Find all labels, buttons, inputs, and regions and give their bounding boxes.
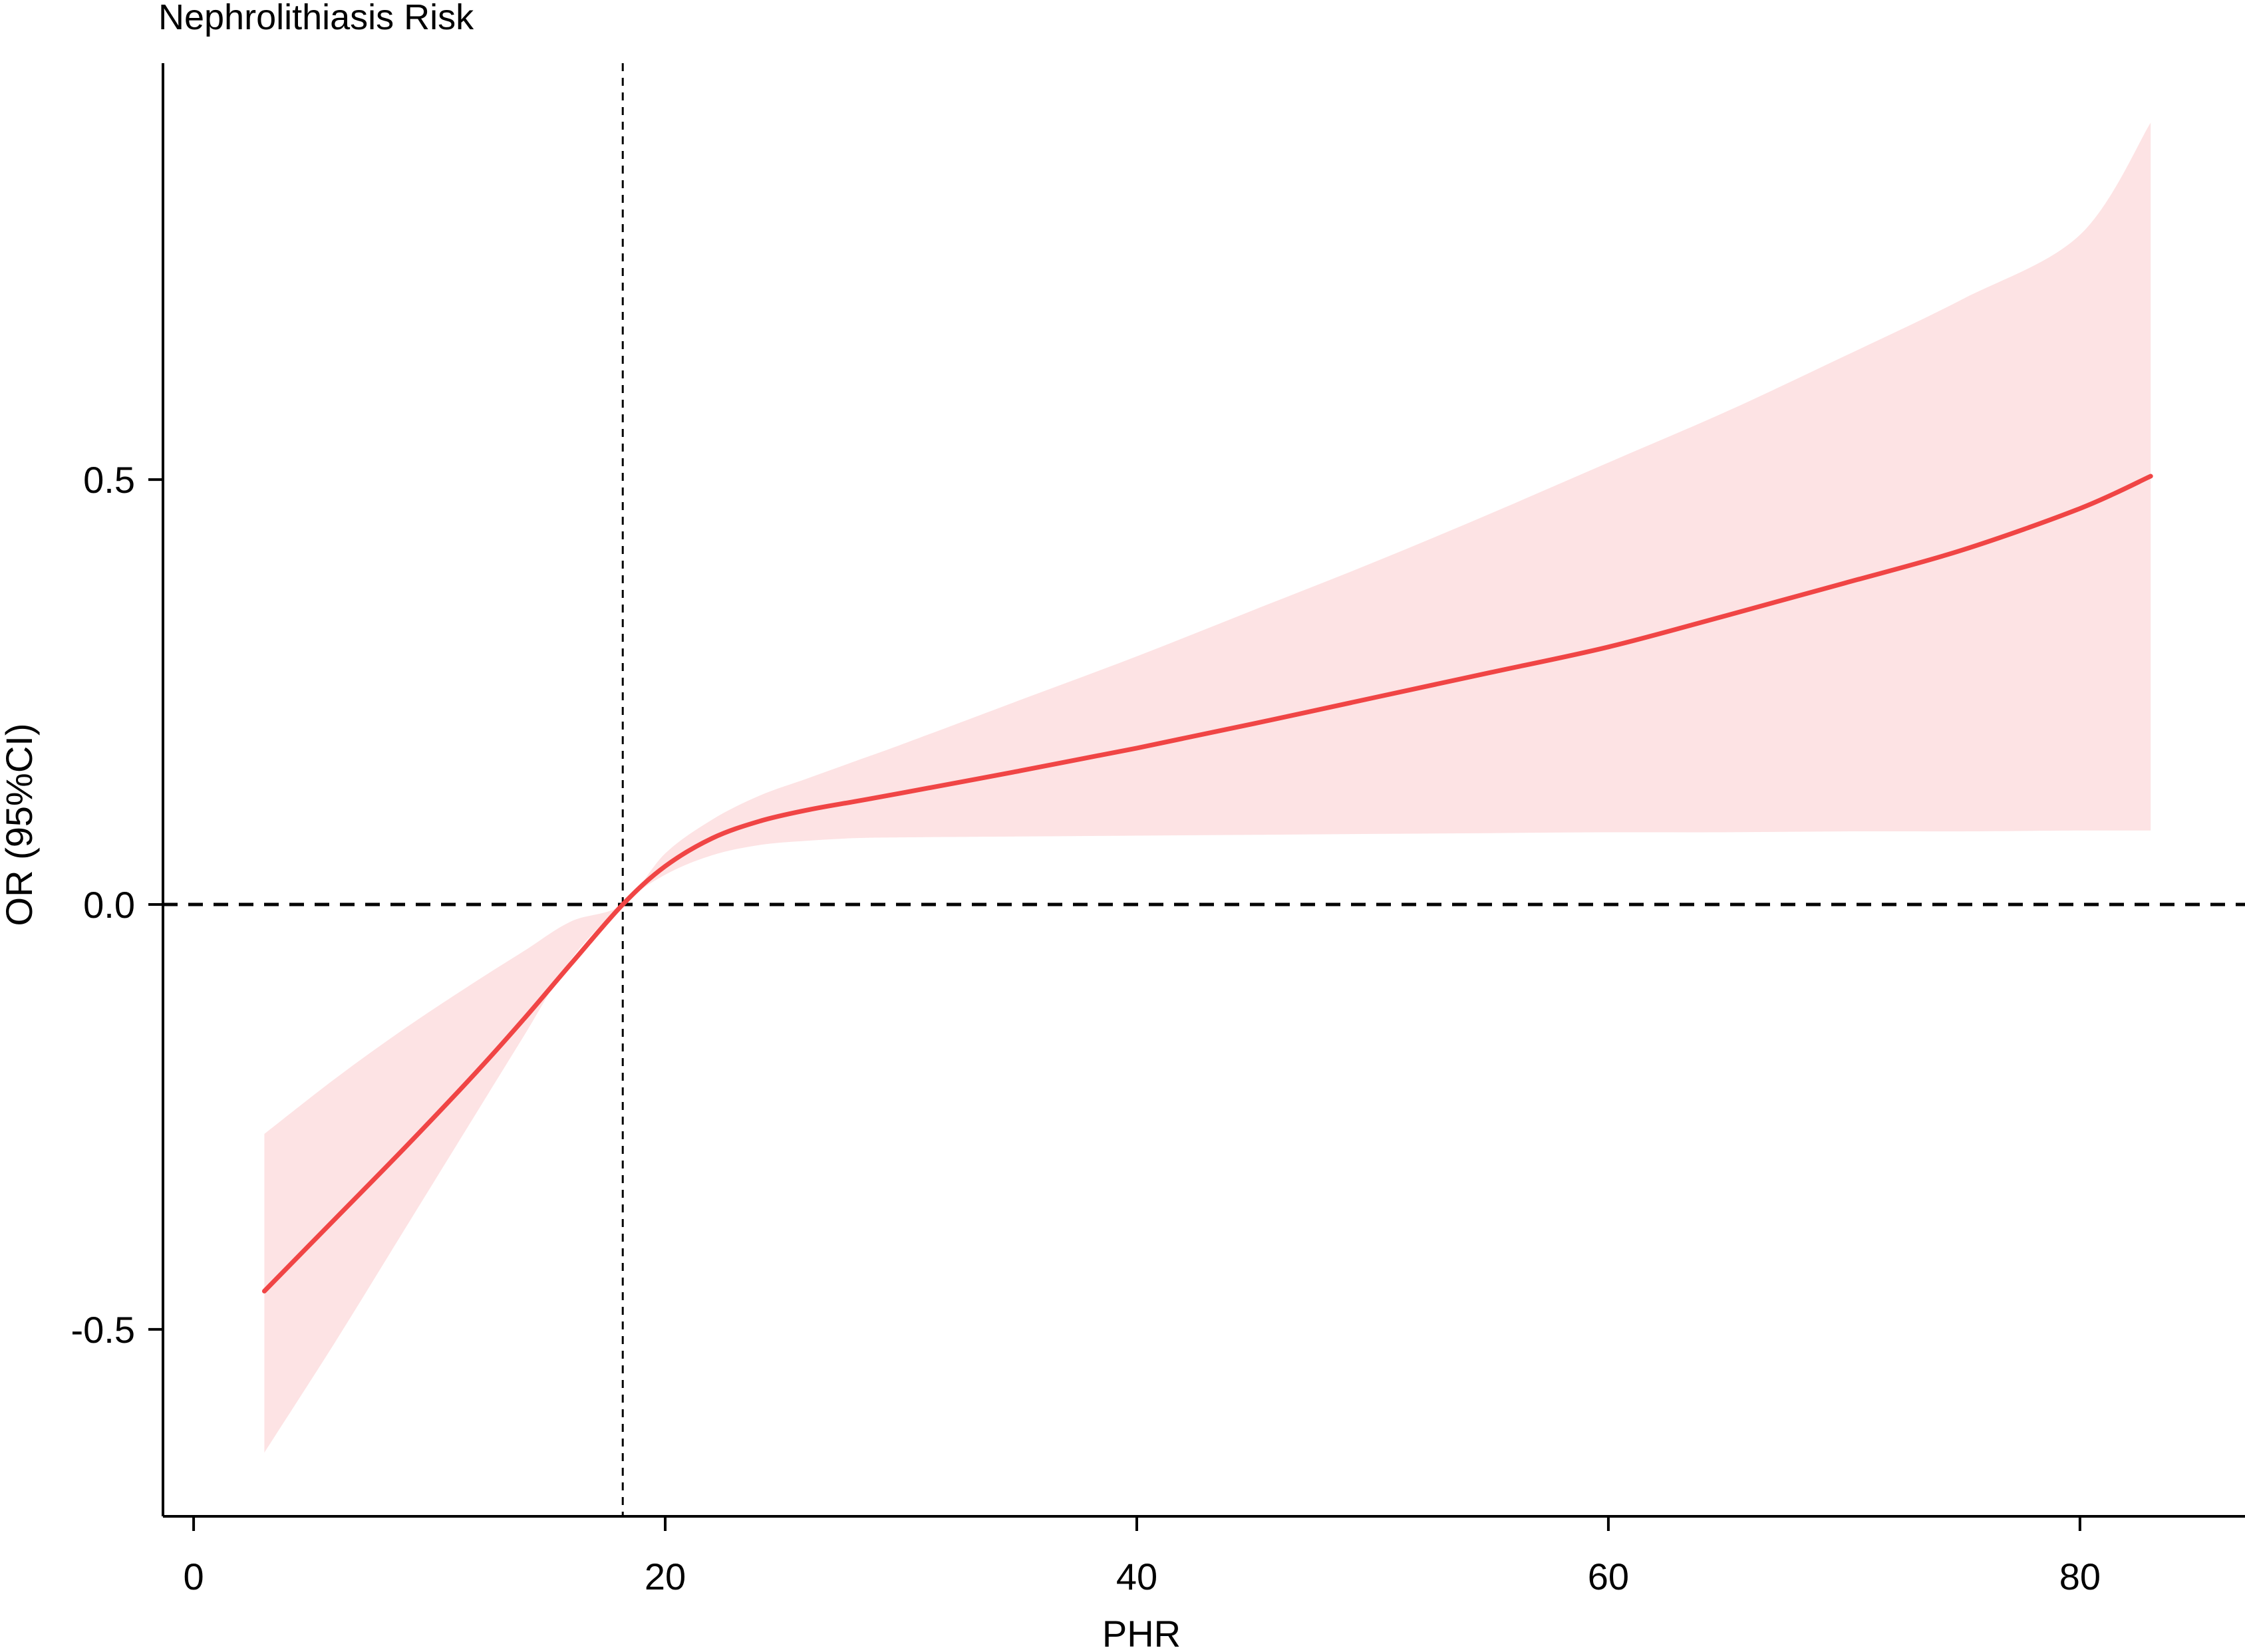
y-tick-label: 0.5 (83, 459, 135, 501)
axes: 0 20 40 60 80 -0.5 0.0 0.5 (71, 63, 2245, 1597)
x-tick-label: 60 (1588, 1556, 1629, 1597)
ci-band-0 (264, 122, 2151, 1453)
y-axis-label: OR (95%CI) (0, 724, 40, 926)
x-axis-label: PHR (1102, 1613, 1181, 1652)
x-tick-label: 80 (2059, 1556, 2101, 1597)
chart-title: Nephrolithiasis Risk (158, 0, 474, 37)
plot-area (163, 63, 2245, 1516)
y-tick-label: -0.5 (71, 1309, 136, 1351)
x-tick-label: 40 (1116, 1556, 1157, 1597)
x-tick-label: 0 (184, 1556, 204, 1597)
estimate-line-0 (261, 474, 2153, 1294)
x-tick-label: 20 (645, 1556, 686, 1597)
y-tick-label: 0.0 (83, 884, 135, 926)
